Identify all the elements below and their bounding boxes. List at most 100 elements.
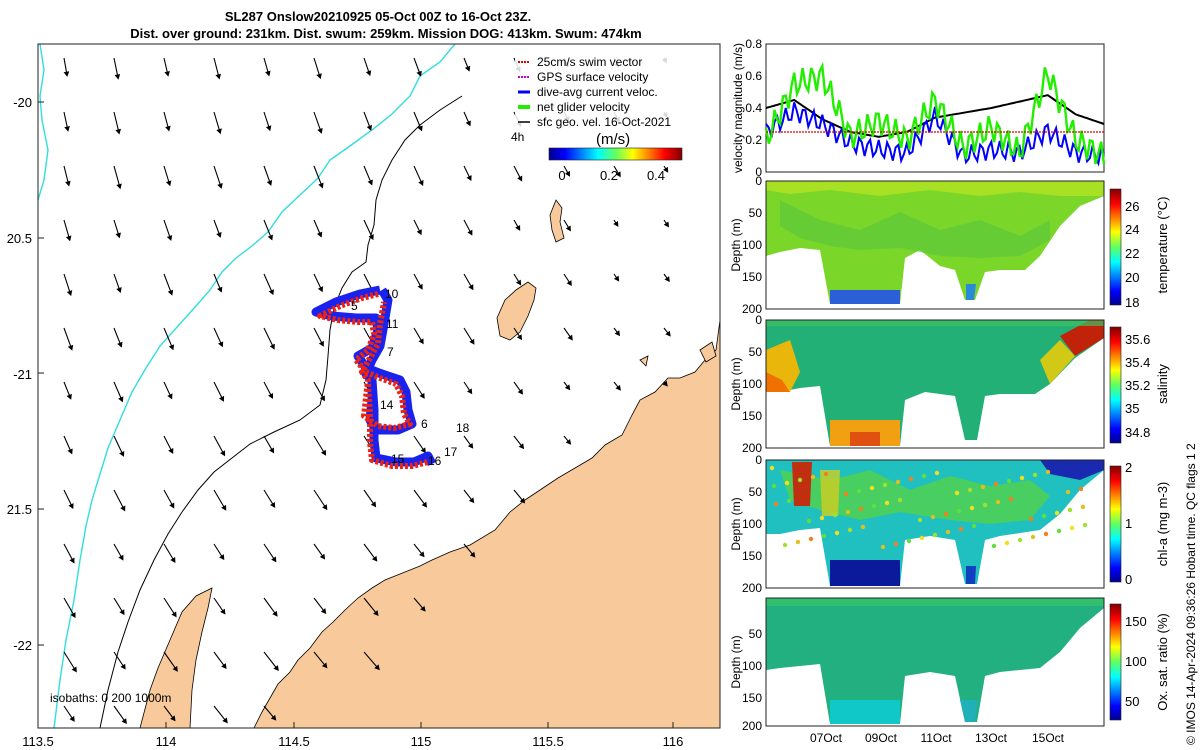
velocity-arrowhead xyxy=(517,175,523,182)
vel-ytick: 0.2 xyxy=(745,133,762,147)
velocity-yticks: 0 0.2 0.4 0.6 0.8 xyxy=(745,37,762,179)
cbar-tick: 22 xyxy=(1125,246,1139,261)
velocity-arrowhead xyxy=(168,344,175,351)
chla-dot xyxy=(921,473,927,479)
velocity-arrowhead xyxy=(167,393,173,400)
figure-title-line2: Dist. over ground: 231km. Dist. swum: 25… xyxy=(130,26,642,41)
vel-ytick: 0.6 xyxy=(745,69,762,83)
velocity-arrowhead xyxy=(269,447,275,454)
lat-tick: -20 xyxy=(13,95,32,110)
chla-dot xyxy=(806,518,812,524)
velocity-arrowhead xyxy=(316,231,323,238)
velocity-arrowhead xyxy=(170,557,176,563)
chla-dot xyxy=(1041,513,1047,519)
velocity-arrowhead xyxy=(221,663,227,669)
velocity-arrowhead xyxy=(421,501,428,508)
time-axis-labels: 07Oct 09Oct 11Oct 13Oct 15Oct xyxy=(810,731,1065,745)
barrow-island xyxy=(496,281,537,341)
cbar-tick: 35.4 xyxy=(1125,355,1150,370)
chla-dot xyxy=(908,476,914,482)
cbar-tick: 24 xyxy=(1125,222,1139,237)
velocity-arrowhead xyxy=(316,73,322,80)
legend-sfc-geo: sfc geo. vel. 16-Oct-2021 xyxy=(537,115,671,129)
velocity-arrowhead xyxy=(519,497,526,504)
velocity-arrowhead xyxy=(217,286,223,293)
velocity-arrowhead xyxy=(168,448,174,454)
depth-tick: 50 xyxy=(749,485,763,499)
depth-tick: 0 xyxy=(755,453,762,467)
velocity-arrowhead xyxy=(564,384,571,391)
ox-cbar-ticks: 150 100 50 xyxy=(1125,614,1147,709)
velocity-arrowhead xyxy=(116,183,122,190)
chla-dot xyxy=(769,465,775,471)
map-frame xyxy=(37,43,721,729)
velocity-arrowhead xyxy=(65,180,71,187)
map-colorbar-ticks: 0 0.2 0.4 xyxy=(558,168,665,183)
velocity-arrowhead xyxy=(567,334,573,341)
time-tick: 09Oct xyxy=(865,731,898,745)
velocity-arrowhead xyxy=(662,380,668,387)
chla-dot xyxy=(895,479,901,485)
surface-velocity-arrows xyxy=(63,57,671,725)
velocity-arrowhead xyxy=(114,74,121,80)
depth-tick: 150 xyxy=(742,270,762,284)
day-label: 16 xyxy=(428,454,442,468)
velocity-arrowhead xyxy=(269,343,275,350)
velocity-arrowhead xyxy=(117,341,123,348)
chla-dot xyxy=(1017,537,1023,543)
velocity-arrowhead xyxy=(565,225,571,232)
velocity-panel: 0 0.2 0.4 0.6 0.8 velocity magnitude (m/… xyxy=(731,37,1106,179)
map-panel: 10 11 7 14 6 18 17 16 15 5 113.5 114 114… xyxy=(7,43,721,749)
velocity-series xyxy=(764,61,1106,167)
velocity-arrowhead xyxy=(171,611,177,618)
temp-colorbar xyxy=(1109,188,1122,306)
track-day-labels: 10 11 7 14 6 18 17 16 15 5 xyxy=(351,287,470,468)
temp-cbar-label: temperature (°C) xyxy=(1155,197,1170,294)
velocity-arrowhead xyxy=(272,610,278,617)
depth-tick: 150 xyxy=(742,549,762,563)
velocity-arrowhead xyxy=(118,396,124,403)
day-label: 14 xyxy=(380,398,394,412)
depth-tick: 0 xyxy=(755,174,762,188)
small-island-c xyxy=(639,355,649,367)
chla-dot xyxy=(847,527,853,533)
lon-tick: 114 xyxy=(156,734,177,749)
chla-dot xyxy=(993,481,999,487)
velocity-arrowhead xyxy=(370,501,377,508)
depth-tick: 50 xyxy=(749,206,763,220)
depth-tick: 100 xyxy=(742,377,762,391)
sal-cbar-ticks: 35.6 35.4 35.2 35 34.8 xyxy=(1125,332,1150,440)
colorbar-tick: 0.4 xyxy=(647,168,665,183)
velocity-arrowhead xyxy=(365,70,372,77)
velocity-arrowhead xyxy=(317,127,323,134)
temp-ylabel: Depth (m) xyxy=(729,218,743,271)
velocity-arrowhead xyxy=(663,166,669,173)
velocity-arrowhead xyxy=(118,554,124,561)
scale-label: 4h xyxy=(511,130,524,144)
velocity-arrowhead xyxy=(220,450,226,457)
cbar-tick: 35.2 xyxy=(1125,378,1150,393)
velocity-arrowhead xyxy=(66,290,73,297)
velocity-arrowhead xyxy=(265,70,271,77)
chla-dot xyxy=(982,502,988,508)
velocity-arrowhead xyxy=(564,170,570,177)
chla-dot xyxy=(932,532,938,538)
velocity-arrowhead xyxy=(172,665,178,672)
oxygen-panel: 50 100 150 200 Depth (m) 150 100 50 Ox. … xyxy=(729,597,1170,733)
velocity-arrowhead xyxy=(319,553,326,560)
velocity-series-line xyxy=(764,61,1106,165)
velocity-arrowhead xyxy=(66,393,72,400)
depth-tick: 200 xyxy=(742,302,762,316)
sal-cbar-label: salinity xyxy=(1155,364,1170,404)
velocity-arrowhead xyxy=(469,551,476,558)
velocity-arrowhead xyxy=(273,665,279,672)
ox-ylabel: Depth (m) xyxy=(729,635,743,688)
velocity-arrowhead xyxy=(515,224,521,231)
chla-dot xyxy=(971,523,977,529)
velocity-series-line xyxy=(765,102,1105,167)
depth-tick: 0 xyxy=(755,313,762,327)
sal-colorbar xyxy=(1109,326,1122,444)
velocity-arrowhead xyxy=(468,497,475,504)
chla-dot xyxy=(1067,507,1073,513)
chla-dot xyxy=(1080,504,1086,510)
